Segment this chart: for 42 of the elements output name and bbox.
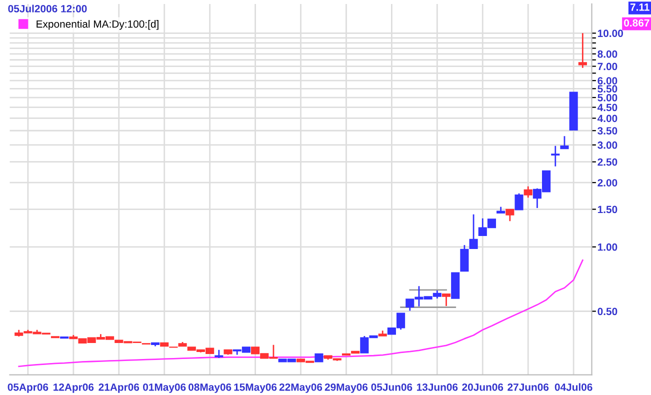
x-tick-label: 13Jun06 <box>416 383 458 391</box>
candlestick <box>578 32 587 69</box>
x-tick-label: 22May06 <box>279 383 322 393</box>
candlestick <box>460 244 469 272</box>
y-tick-label: 10.00 <box>598 30 623 38</box>
x-tick-label: 29May06 <box>324 383 368 393</box>
x-tick-label: 20Jun06 <box>462 383 504 391</box>
x-tick-label: 21Apr06 <box>98 383 140 393</box>
y-tick-label: 6.00 <box>598 77 618 84</box>
y-tick-label: 3.50 <box>598 127 618 135</box>
candlestick <box>514 192 524 211</box>
text: 0.867 <box>624 19 650 27</box>
x-tick-label: 05Jun06 <box>371 383 412 391</box>
candlestick <box>560 135 569 150</box>
x-tick-label: 15May06 <box>234 383 277 393</box>
x-tick-label: 04Jul06 <box>554 383 592 391</box>
y-tick-label: 4.50 <box>597 104 618 112</box>
x-tick-label: 01May06 <box>143 383 186 393</box>
y-tick-label: 1.00 <box>598 243 618 251</box>
candlestick <box>551 145 560 168</box>
y-tick-label: 1.50 <box>598 206 618 214</box>
y-tick-label: 5.00 <box>598 94 618 102</box>
y-tick-label: 4.00 <box>597 114 618 122</box>
y-tick-label: 8.00 <box>598 50 618 58</box>
y-tick-label: 0.50 <box>598 308 618 316</box>
x-tick-label: 27Jun06 <box>508 383 549 391</box>
x-tick-label: 05Apr06 <box>8 383 48 393</box>
y-tick-label: 7.00 <box>598 62 618 70</box>
line-series <box>18 259 584 368</box>
candlestick <box>442 293 451 307</box>
x-tick-label: 08May06 <box>188 383 232 393</box>
annotation: 05Jul2006 12:00 <box>8 4 87 12</box>
text: 7.11 <box>630 4 650 11</box>
x-tick-label: 12Apr06 <box>54 383 94 393</box>
legend-label: Exponential MA:Dy:100:[d] <box>36 20 158 30</box>
y-tick-label: 2.00 <box>598 179 618 186</box>
candlestick <box>506 208 514 222</box>
y-tick-label: 3.00 <box>598 141 618 149</box>
candlestick <box>524 186 532 198</box>
candlestick <box>469 214 478 250</box>
y-tick-label: 2.50 <box>598 158 618 166</box>
y-tick-label: 5.50 <box>598 85 618 93</box>
